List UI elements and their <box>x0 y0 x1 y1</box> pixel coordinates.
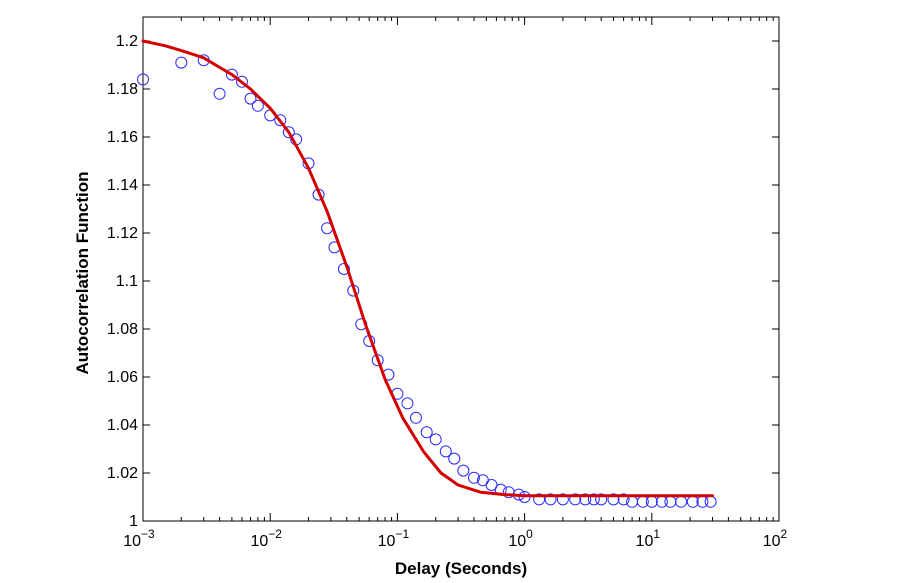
data-point <box>439 445 452 458</box>
data-point <box>409 411 422 424</box>
data-point <box>225 68 238 81</box>
y-tick-label: 1 <box>129 513 138 530</box>
data-point <box>448 452 461 465</box>
y-tick-label: 1.12 <box>107 225 138 242</box>
data-point <box>337 263 350 275</box>
data-point <box>137 73 149 86</box>
data-point <box>457 464 470 477</box>
y-tick-label: 1.18 <box>107 81 138 98</box>
data-point <box>429 433 442 446</box>
axis-ticks <box>142 17 780 522</box>
data-point <box>235 75 248 88</box>
y-tick-label: 1.14 <box>107 177 138 194</box>
data-point <box>485 479 498 491</box>
data-point <box>420 426 433 439</box>
x-tick-labels: 10−3 10−2 10−1 100 101 102 <box>123 527 787 550</box>
x-tick-label: 101 <box>636 527 661 550</box>
y-tick-label: 1.02 <box>107 465 138 482</box>
y-tick-label: 1.16 <box>107 129 138 146</box>
x-axis-label: Delay (Seconds) <box>395 559 527 578</box>
data-point <box>544 493 557 506</box>
x-tick-label: 10−1 <box>378 527 410 550</box>
y-tick-label: 1.1 <box>116 273 138 290</box>
data-point <box>251 99 264 112</box>
data-point <box>587 493 600 506</box>
y-tick-label: 1.04 <box>107 417 138 434</box>
data-point <box>213 87 226 100</box>
data-point <box>244 92 257 105</box>
fit-line <box>141 39 714 498</box>
y-tick-label: 1.2 <box>116 33 138 50</box>
data-point <box>607 493 620 506</box>
data-point <box>175 56 188 69</box>
x-tick-label: 10−3 <box>123 527 155 550</box>
data-point <box>569 493 582 506</box>
data-point <box>556 493 569 506</box>
data-point <box>401 397 414 410</box>
y-tick-label: 1.06 <box>107 369 138 386</box>
data-point <box>617 493 630 506</box>
data-point <box>579 493 592 506</box>
y-tick-label: 1.08 <box>107 321 138 338</box>
y-axis-label: Autocorrelation Function <box>73 171 92 374</box>
data-point <box>595 493 608 506</box>
plot-area <box>142 16 780 522</box>
x-tick-label: 100 <box>508 527 533 550</box>
x-tick-label: 10−2 <box>250 527 282 550</box>
y-tick-labels: 1 1.02 1.04 1.06 1.08 1.1 1.12 1.14 1.16 1.18 1.2 <box>107 33 138 530</box>
data-point <box>282 126 295 139</box>
x-tick-label: 102 <box>763 527 788 550</box>
data-point <box>274 114 287 127</box>
data-point <box>467 471 480 484</box>
